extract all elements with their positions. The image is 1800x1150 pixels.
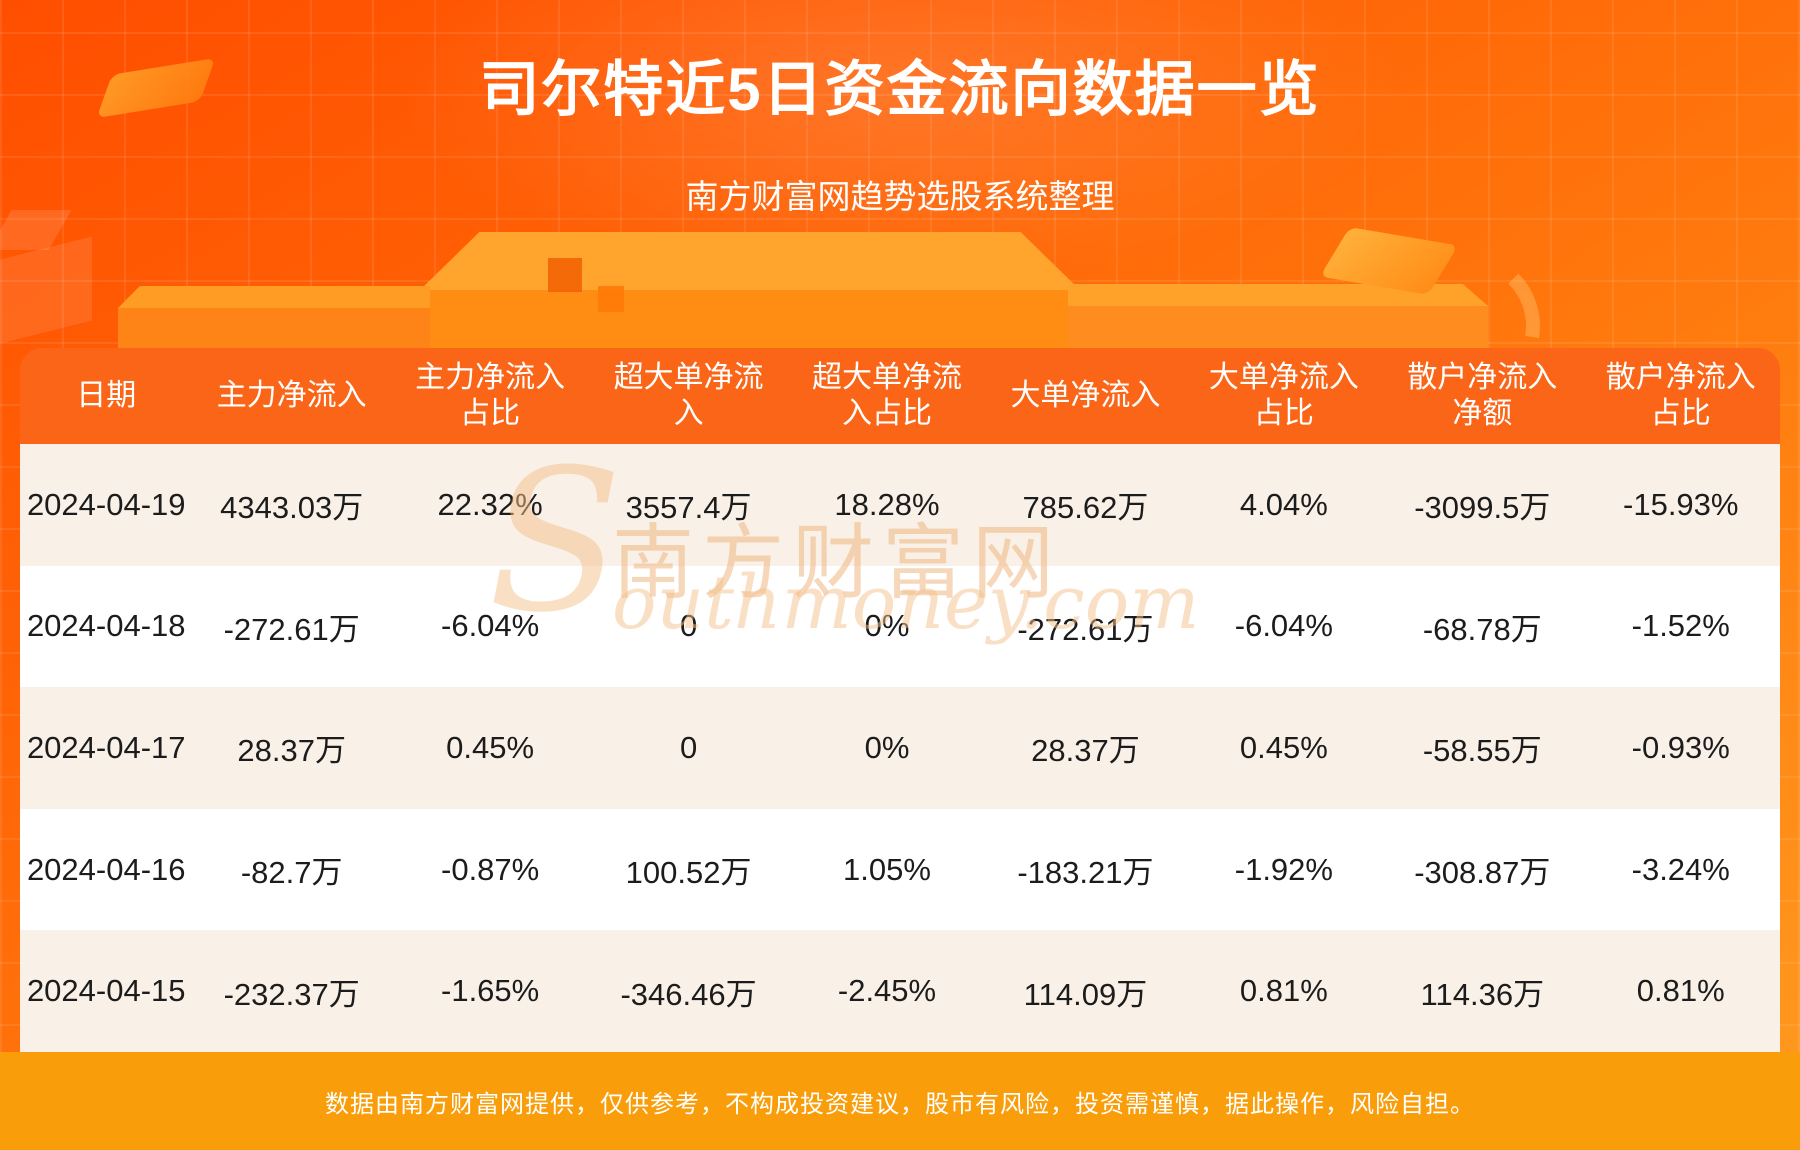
cell-value: 0.81% bbox=[1239, 973, 1328, 1009]
column-header-main-net-inflow-ratio: 主力净流入 占比 bbox=[415, 361, 566, 430]
cell-value: -272.61万 bbox=[223, 611, 360, 647]
cell-value: -3.24% bbox=[1631, 851, 1730, 887]
table-header-row: 日期 主力净流入 主力净流入 占比 超大单净流 入 超大单净流 入占比 大单净流… bbox=[20, 348, 1780, 444]
cell-value: -308.87万 bbox=[1414, 855, 1551, 891]
column-header-main-net-inflow: 主力净流入 bbox=[216, 379, 367, 412]
cell-date: 2024-04-19 bbox=[26, 486, 186, 522]
disclaimer-text: 数据由南方财富网提供，仅供参考，不构成投资建议，股市有风险，投资需谨慎，据此操作… bbox=[325, 1090, 1475, 1118]
cell-value: 100.52万 bbox=[625, 855, 752, 891]
table-row: 2024-04-17 28.37万 0.45% 0 0% 28.37万 0.45… bbox=[20, 687, 1780, 809]
cell-value: -3099.5万 bbox=[1414, 490, 1551, 526]
cell-value: -1.65% bbox=[441, 973, 540, 1009]
cell-date: 2024-04-15 bbox=[26, 973, 186, 1009]
cell-value: 0 bbox=[679, 729, 698, 765]
column-header-retail-net-inflow-ratio: 散户净流入 占比 bbox=[1605, 361, 1756, 430]
cell-value: -6.04% bbox=[441, 608, 540, 644]
column-header-date: 日期 bbox=[76, 379, 137, 412]
cell-value: -232.37万 bbox=[223, 976, 360, 1012]
cell-value: 0.45% bbox=[446, 729, 535, 765]
cell-value: 4343.03万 bbox=[220, 490, 364, 526]
table-row: 2024-04-19 4343.03万 22.32% 3557.4万 18.28… bbox=[20, 444, 1780, 566]
cell-value: 28.37万 bbox=[237, 733, 346, 769]
cell-value: -6.04% bbox=[1234, 608, 1333, 644]
cell-value: 22.32% bbox=[437, 486, 543, 522]
decor-left-block-front bbox=[118, 308, 430, 352]
cell-value: 1.05% bbox=[843, 851, 931, 887]
page-title: 司尔特近5日资金流向数据一览 bbox=[479, 56, 1321, 123]
cell-value: 114.09万 bbox=[1023, 976, 1148, 1012]
cell-value: 0.81% bbox=[1636, 973, 1725, 1009]
decor-podium-top bbox=[420, 232, 1080, 290]
cell-value: -68.78万 bbox=[1422, 611, 1542, 647]
cell-value: 0 bbox=[679, 608, 698, 644]
table-row: 2024-04-18 -272.61万 -6.04% 0 0% -272.61万… bbox=[20, 565, 1780, 688]
cell-date: 2024-04-16 bbox=[26, 851, 186, 887]
cell-value: 114.36万 bbox=[1420, 976, 1545, 1012]
cell-value: -82.7万 bbox=[240, 855, 343, 891]
cell-value: 0% bbox=[864, 608, 910, 644]
cell-value: 0% bbox=[864, 729, 910, 765]
decor-right-block-front bbox=[1068, 306, 1488, 352]
cell-value: 18.28% bbox=[834, 486, 940, 522]
cell-value: 0.45% bbox=[1239, 729, 1328, 765]
decor-right-block-top bbox=[1068, 284, 1488, 306]
cell-value: -1.92% bbox=[1234, 851, 1333, 887]
column-header-retail-net-inflow: 散户净流入 净额 bbox=[1407, 361, 1558, 430]
cell-value: -1.52% bbox=[1631, 608, 1730, 644]
table-row: 2024-04-16 -82.7万 -0.87% 100.52万 1.05% -… bbox=[20, 808, 1780, 931]
cell-value: -0.93% bbox=[1631, 729, 1730, 765]
cell-value: 28.37万 bbox=[1031, 733, 1140, 769]
decor-cube-b bbox=[598, 286, 624, 312]
column-header-large-order-net-inflow-ratio: 大单净流入 占比 bbox=[1208, 361, 1359, 430]
column-header-xl-order-net-inflow: 超大单净流 入 bbox=[613, 361, 764, 430]
cell-value: -346.46万 bbox=[620, 976, 757, 1012]
cell-value: 785.62万 bbox=[1022, 490, 1149, 526]
cell-date: 2024-04-18 bbox=[26, 608, 186, 644]
decor-left-block-top bbox=[118, 286, 430, 308]
cell-value: -15.93% bbox=[1623, 486, 1739, 522]
column-header-xl-order-net-inflow-ratio: 超大单净流 入占比 bbox=[812, 361, 962, 430]
cell-value: 4.04% bbox=[1239, 486, 1328, 522]
cell-value: -2.45% bbox=[837, 973, 937, 1009]
decor-cube-a bbox=[548, 258, 582, 292]
cell-value: -0.87% bbox=[441, 851, 540, 887]
fund-flow-table: 日期 主力净流入 主力净流入 占比 超大单净流 入 超大单净流 入占比 大单净流… bbox=[20, 348, 1780, 1052]
cell-value: -183.21万 bbox=[1017, 855, 1154, 891]
table-row: 2024-04-15 -232.37万 -1.65% -346.46万 -2.4… bbox=[20, 930, 1780, 1052]
footer-bar: 数据由南方财富网提供，仅供参考，不构成投资建议，股市有风险，投资需谨慎，据此操作… bbox=[0, 1052, 1800, 1150]
cell-value: -58.55万 bbox=[1422, 733, 1542, 769]
page-subtitle: 南方财富网趋势选股系统整理 bbox=[685, 178, 1115, 215]
cell-value: -272.61万 bbox=[1017, 611, 1154, 647]
cell-value: 3557.4万 bbox=[625, 490, 752, 526]
cell-date: 2024-04-17 bbox=[26, 729, 186, 765]
column-header-large-order-net-inflow: 大单净流入 bbox=[1010, 379, 1161, 412]
